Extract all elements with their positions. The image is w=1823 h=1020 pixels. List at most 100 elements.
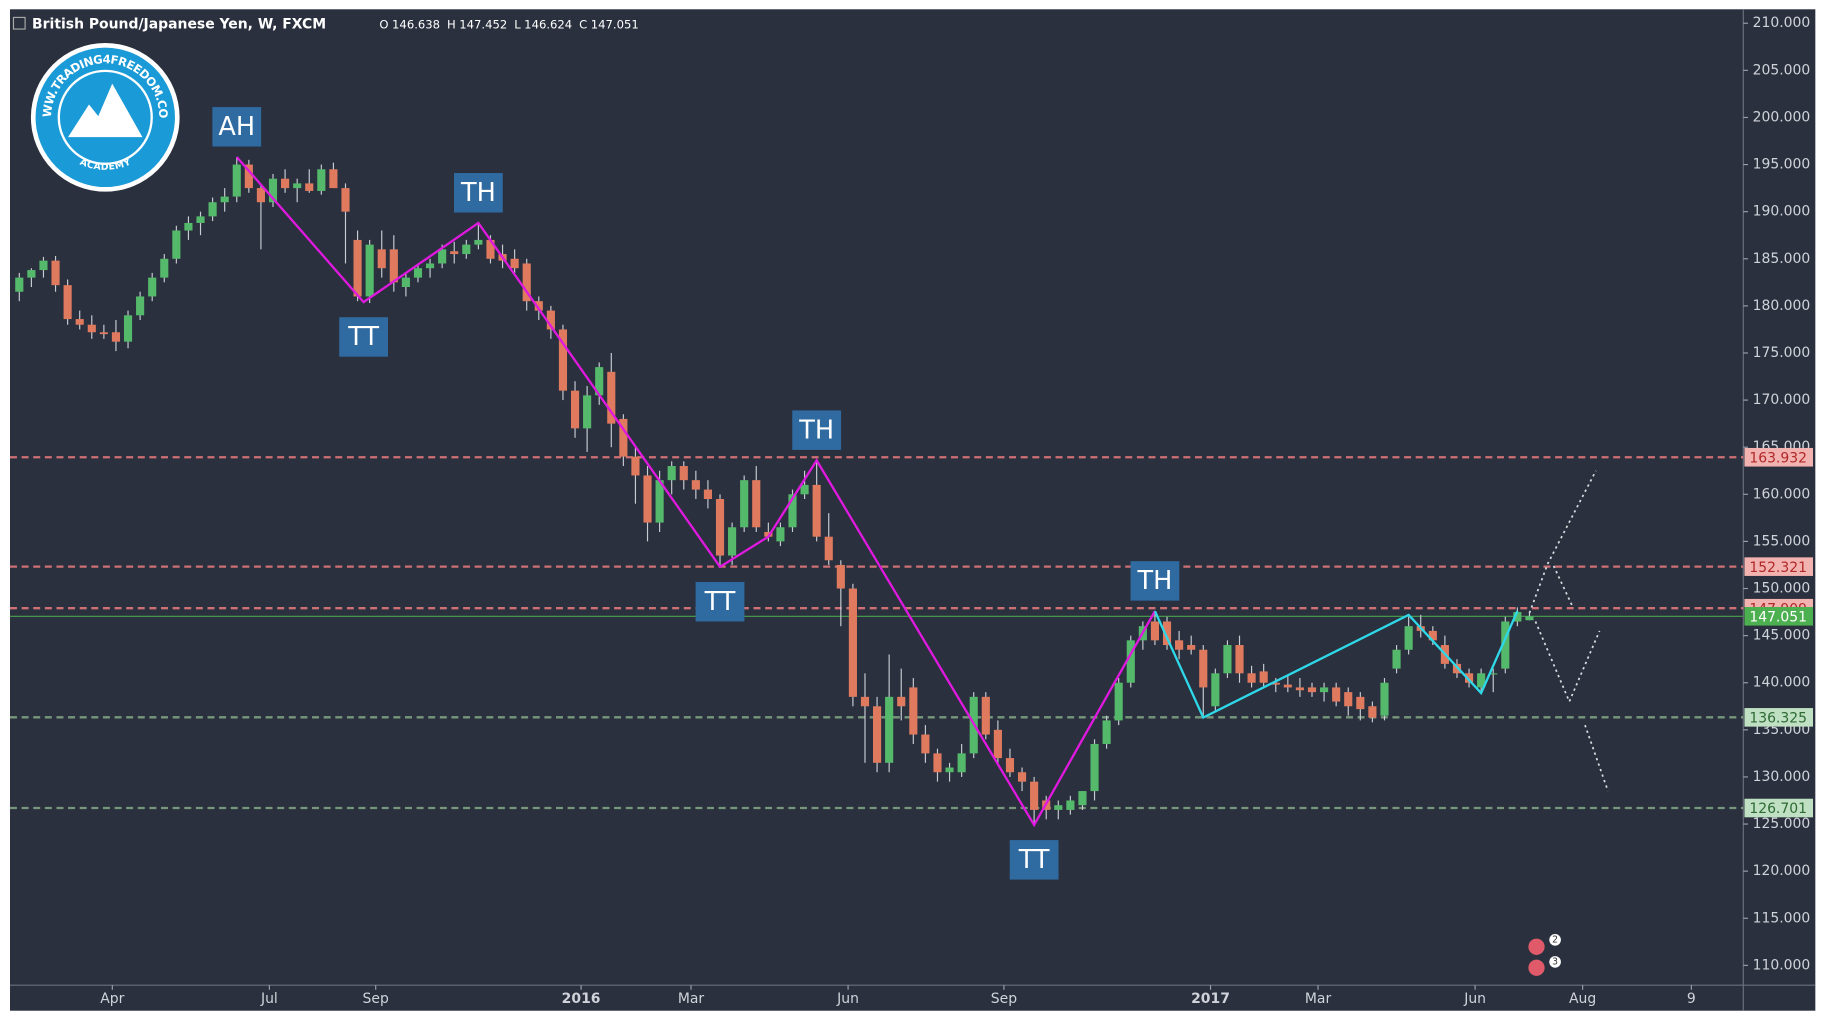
- pattern-label: TH: [798, 415, 834, 445]
- candle-body: [39, 260, 48, 271]
- candle-body: [486, 239, 495, 259]
- candle-body: [63, 285, 72, 320]
- alert-icon[interactable]: [1528, 938, 1545, 955]
- logo-bottom-text: ACADEMY: [78, 156, 132, 172]
- candle-body: [1187, 645, 1196, 650]
- candle-body: [293, 183, 302, 189]
- candle-body: [715, 499, 725, 556]
- candle-body: [1114, 682, 1123, 721]
- level-label-box: [1744, 708, 1814, 727]
- y-tick-label: 210.000: [1753, 15, 1811, 31]
- pattern-label: TT: [1018, 845, 1050, 875]
- candle-body: [631, 456, 640, 476]
- candle-body: [691, 480, 700, 490]
- ohlc-key: O: [379, 17, 388, 31]
- pattern-label: TT: [704, 587, 736, 617]
- x-tick-label: Mar: [1305, 991, 1332, 1007]
- candle-body: [1078, 791, 1087, 806]
- alert-badges: 2 3: [1528, 934, 1561, 976]
- x-tick-label: 2017: [1191, 991, 1230, 1007]
- candle-body: [836, 564, 845, 589]
- pattern-label-box: [212, 107, 262, 147]
- x-tick-label: Jun: [836, 991, 859, 1007]
- symbol-title[interactable]: British Pound/Japanese Yen, W, FXCM: [32, 16, 326, 32]
- alert-icon[interactable]: [1528, 959, 1545, 976]
- level-label: 147.051: [1749, 609, 1807, 625]
- candle-body: [1464, 673, 1474, 683]
- candle-body: [1283, 684, 1292, 688]
- projection-path: [1552, 565, 1574, 608]
- plot-area: AH TT TH TT TH TT TH: [9, 107, 1744, 880]
- candle-body: [1199, 649, 1208, 688]
- candle-body: [87, 324, 96, 333]
- pattern-line: [235, 156, 1156, 828]
- candle-body: [522, 263, 531, 302]
- level-label-box: [1744, 607, 1814, 626]
- candle-body: [184, 222, 193, 231]
- candle-body: [1404, 626, 1413, 650]
- candle-body: [570, 390, 580, 429]
- pattern-label-box: [453, 173, 503, 213]
- candle-body: [546, 310, 555, 330]
- projection-path: [1528, 470, 1597, 614]
- candle-body: [897, 696, 906, 707]
- level-label-box: [1744, 798, 1814, 818]
- level-label: 126.701: [1749, 801, 1807, 817]
- candle-body: [1259, 671, 1268, 683]
- pattern-label: TT: [347, 322, 379, 352]
- x-tick-label: Jun: [1463, 991, 1486, 1007]
- candle-body: [812, 484, 821, 537]
- candle-body: [1126, 640, 1135, 683]
- candle-body: [220, 196, 229, 203]
- candle-body: [1017, 772, 1027, 782]
- candle-body: [1307, 687, 1317, 693]
- candle-body: [317, 169, 326, 191]
- candle-body: [389, 249, 398, 283]
- candle-body: [208, 202, 217, 217]
- candle-body: [462, 244, 471, 255]
- y-tick-label: 120.000: [1753, 863, 1811, 879]
- candle-body: [1235, 645, 1244, 674]
- level-label-box: [1744, 447, 1814, 467]
- pattern-label-box: [1009, 840, 1059, 880]
- candle-body: [401, 277, 410, 288]
- candle-body: [1102, 720, 1111, 744]
- y-tick-label: 185.000: [1753, 251, 1811, 267]
- candle-body: [1005, 758, 1015, 773]
- candle-body: [583, 395, 592, 429]
- candle-body: [740, 480, 749, 528]
- y-tick-label: 150.000: [1753, 581, 1811, 597]
- candle-body: [921, 734, 930, 754]
- candle-body: [123, 315, 133, 342]
- candle-body: [136, 296, 145, 316]
- candle-body: [244, 164, 253, 189]
- candle-body: [341, 188, 350, 212]
- candle-body: [1066, 800, 1075, 810]
- y-tick-label: 115.000: [1753, 910, 1811, 926]
- collapse-icon[interactable]: [12, 16, 26, 30]
- pattern-label-box: [792, 410, 842, 450]
- logo-text: ACADEMY: [78, 156, 132, 172]
- candle-body: [256, 188, 265, 203]
- pattern-label-box: [695, 581, 745, 622]
- candle-body: [196, 216, 205, 223]
- y-tick-label: 140.000: [1753, 675, 1811, 691]
- candle-body: [824, 536, 833, 561]
- x-tick-label: Jul: [260, 991, 278, 1007]
- candle-body: [945, 767, 954, 773]
- candle-body: [1477, 673, 1486, 688]
- candle-body: [438, 249, 447, 264]
- candle-body: [800, 484, 809, 495]
- candle-body: [728, 527, 737, 556]
- candle-body: [607, 371, 616, 424]
- candle-body: [1175, 640, 1184, 650]
- candle-body: [860, 696, 870, 707]
- candle-body: [981, 696, 990, 735]
- y-tick-label: 110.000: [1753, 957, 1811, 973]
- candle-body: [1344, 692, 1353, 707]
- y-tick-label: 160.000: [1753, 486, 1811, 502]
- candle-body: [148, 277, 157, 297]
- chart-background: [9, 9, 1816, 1011]
- x-tick-label: Sep: [363, 991, 389, 1007]
